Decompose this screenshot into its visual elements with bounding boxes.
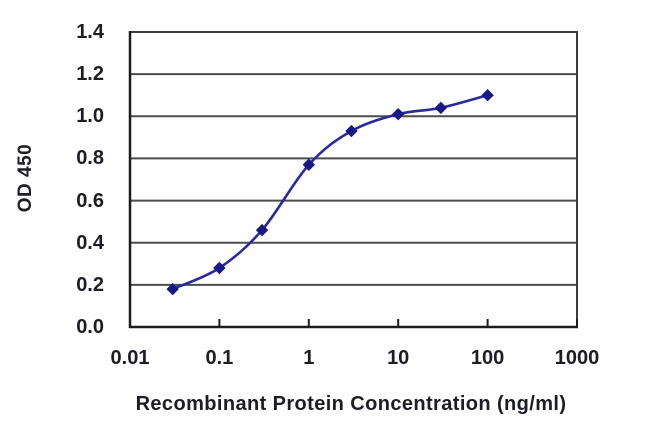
y-tick-label: 0.6 [76,189,104,212]
data-point-marker [166,282,179,296]
y-tick-label: 1.0 [76,105,104,128]
data-point-marker [255,223,269,237]
data-point-marker [434,101,448,115]
series-line [171,93,489,291]
x-tick-label: 1 [303,347,315,369]
plot-frame [129,31,578,328]
data-point-marker [345,124,358,138]
y-tick-label: 1.2 [76,63,104,86]
data-point-marker [481,89,494,102]
data-point-marker [302,158,316,171]
x-tick-label: 0.1 [205,347,234,369]
y-tick-label: 0.4 [76,231,104,254]
x-tick-label: 10 [387,347,410,369]
y-axis-title: OD 450 [15,143,36,213]
x-tick-label: 0.01 [110,347,150,369]
x-tick-label: 100 [470,347,505,369]
y-tick-label: 0.2 [76,273,104,296]
y-tick-label: 0.8 [76,147,104,170]
data-point-marker [391,107,405,121]
y-tick-label: 1.4 [76,21,104,43]
data-point-marker [213,261,226,275]
x-axis-title: Recombinant Protein Concentration (ng/ml… [135,393,567,415]
x-tick-label: 1000 [554,347,600,369]
y-tick-label: 0.0 [76,316,104,338]
